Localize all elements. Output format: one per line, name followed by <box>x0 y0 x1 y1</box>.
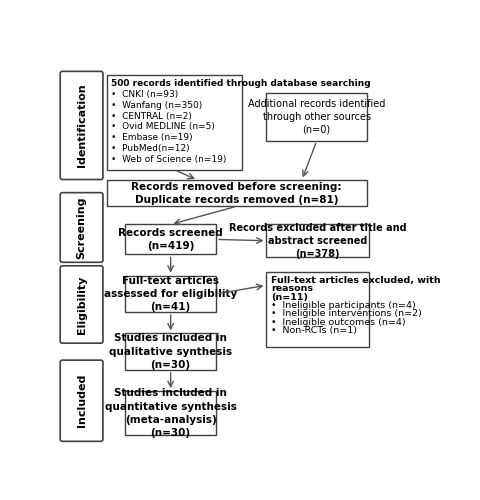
FancyBboxPatch shape <box>107 76 242 170</box>
Text: Identification: Identification <box>77 84 86 168</box>
Text: •  Non-RCTs (n=1): • Non-RCTs (n=1) <box>271 326 357 336</box>
Text: Studies included in
qualitative synthesis
(n=30): Studies included in qualitative synthesi… <box>109 334 232 370</box>
Text: •  Ineligible interventions (n=2): • Ineligible interventions (n=2) <box>271 310 422 318</box>
Text: •  Ineligible outcomes (n=4): • Ineligible outcomes (n=4) <box>271 318 406 327</box>
Text: Full-text articles
assessed for eligibility
(n=41): Full-text articles assessed for eligibil… <box>104 276 237 312</box>
Text: •  Ovid MEDLINE (n=5): • Ovid MEDLINE (n=5) <box>111 122 215 132</box>
Text: •  Embase (n=19): • Embase (n=19) <box>111 133 192 142</box>
Text: •  Web of Science (n=19): • Web of Science (n=19) <box>111 154 227 164</box>
FancyBboxPatch shape <box>60 72 103 180</box>
Text: •  PubMed(n=12): • PubMed(n=12) <box>111 144 190 153</box>
Text: Included: Included <box>77 374 86 428</box>
Text: •  CENTRAL (n=2): • CENTRAL (n=2) <box>111 112 192 120</box>
FancyBboxPatch shape <box>60 192 103 262</box>
FancyBboxPatch shape <box>60 266 103 343</box>
Text: •  CNKI (n=93): • CNKI (n=93) <box>111 90 178 99</box>
FancyBboxPatch shape <box>266 272 369 347</box>
FancyBboxPatch shape <box>266 92 367 141</box>
Text: (n=11): (n=11) <box>271 292 308 302</box>
Text: Screening: Screening <box>77 196 86 258</box>
FancyBboxPatch shape <box>125 224 216 254</box>
Text: Records excluded after title and
abstract screened
(n=378): Records excluded after title and abstrac… <box>229 222 407 259</box>
FancyBboxPatch shape <box>107 180 367 206</box>
Text: 500 records identified through database searching: 500 records identified through database … <box>111 79 371 88</box>
FancyBboxPatch shape <box>125 391 216 436</box>
Text: Studies included in
quantitative synthesis
(meta-analysis)
(n=30): Studies included in quantitative synthes… <box>105 388 237 438</box>
FancyBboxPatch shape <box>125 334 216 370</box>
Text: Additional records identified
through other sources
(n=0): Additional records identified through ot… <box>248 98 385 135</box>
FancyBboxPatch shape <box>60 360 103 442</box>
Text: Records removed before screening:
Duplicate records removed (n=81): Records removed before screening: Duplic… <box>132 182 342 205</box>
Text: Full-text articles excluded, with: Full-text articles excluded, with <box>271 276 441 284</box>
Text: •  Wanfang (n=350): • Wanfang (n=350) <box>111 101 202 110</box>
Text: reasons: reasons <box>271 284 313 293</box>
Text: Records screened
(n=419): Records screened (n=419) <box>118 228 223 251</box>
FancyBboxPatch shape <box>125 276 216 312</box>
FancyBboxPatch shape <box>266 224 369 257</box>
Text: Eligibility: Eligibility <box>77 276 86 334</box>
Text: •  Ineligible participants (n=4): • Ineligible participants (n=4) <box>271 301 416 310</box>
